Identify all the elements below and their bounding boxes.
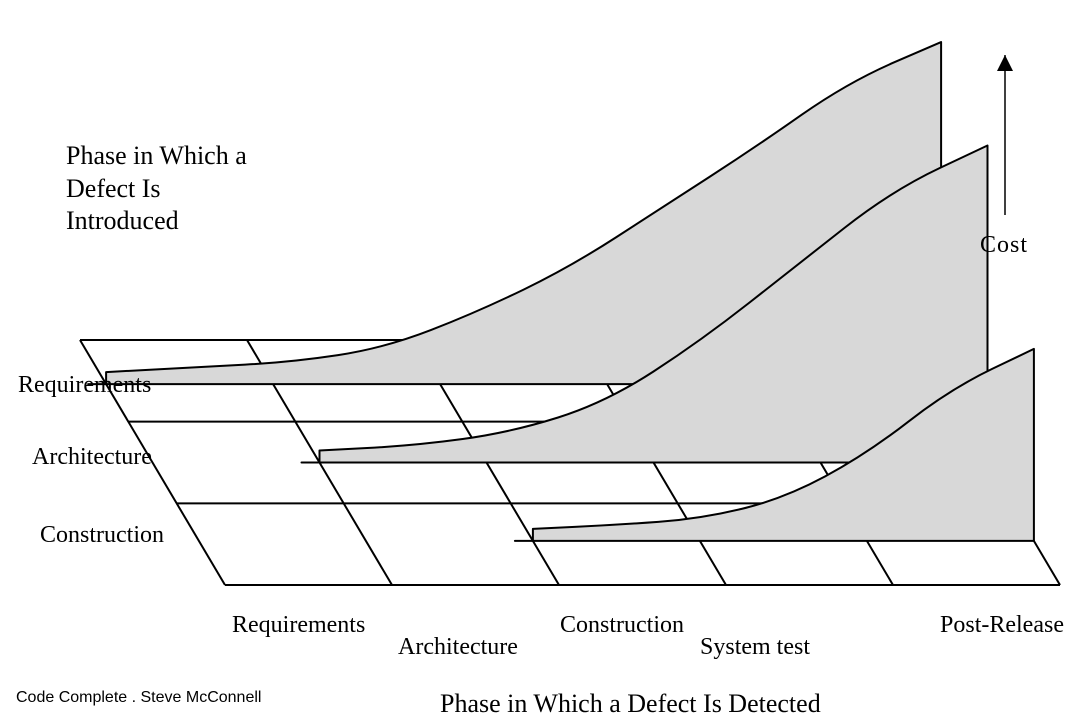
detected-phase-0: Requirements bbox=[232, 610, 365, 640]
detected-phase-2-text: Construction bbox=[560, 612, 684, 638]
cost-axis-label: Cost bbox=[980, 230, 1028, 260]
detected-phase-4: Post-Release bbox=[940, 610, 1064, 640]
introduced-phase-2: Construction bbox=[40, 520, 164, 550]
cost-axis-arrow bbox=[997, 55, 1013, 215]
detected-phase-1-text: Architecture bbox=[398, 634, 518, 660]
detected-phase-4-text: Post-Release bbox=[940, 612, 1064, 638]
citation-text: Code Complete . Steve McConnell bbox=[16, 689, 261, 706]
detected-axis-title-text: Phase in Which a Defect Is Detected bbox=[440, 689, 821, 718]
introduced-phase-0: Requirements bbox=[18, 370, 151, 400]
citation: Code Complete . Steve McConnell bbox=[16, 688, 261, 708]
detected-phase-3-text: System test bbox=[700, 634, 810, 660]
introduced-phase-0-text: Requirements bbox=[18, 372, 151, 398]
detected-phase-0-text: Requirements bbox=[232, 612, 365, 638]
introduced-phase-1: Architecture bbox=[32, 442, 152, 472]
detected-phase-3: System test bbox=[700, 632, 810, 662]
introduced-axis-title-text: Phase in Which a Defect Is Introduced bbox=[66, 141, 247, 235]
introduced-phase-2-text: Construction bbox=[40, 522, 164, 548]
introduced-axis-title: Phase in Which a Defect Is Introduced bbox=[66, 140, 247, 238]
cost-axis-label-text: Cost bbox=[980, 232, 1028, 258]
defect-cost-diagram bbox=[0, 0, 1085, 724]
detected-phase-1: Architecture bbox=[398, 632, 518, 662]
detected-phase-2: Construction bbox=[560, 610, 684, 640]
introduced-phase-1-text: Architecture bbox=[32, 444, 152, 470]
detected-axis-title: Phase in Which a Defect Is Detected bbox=[440, 688, 821, 721]
